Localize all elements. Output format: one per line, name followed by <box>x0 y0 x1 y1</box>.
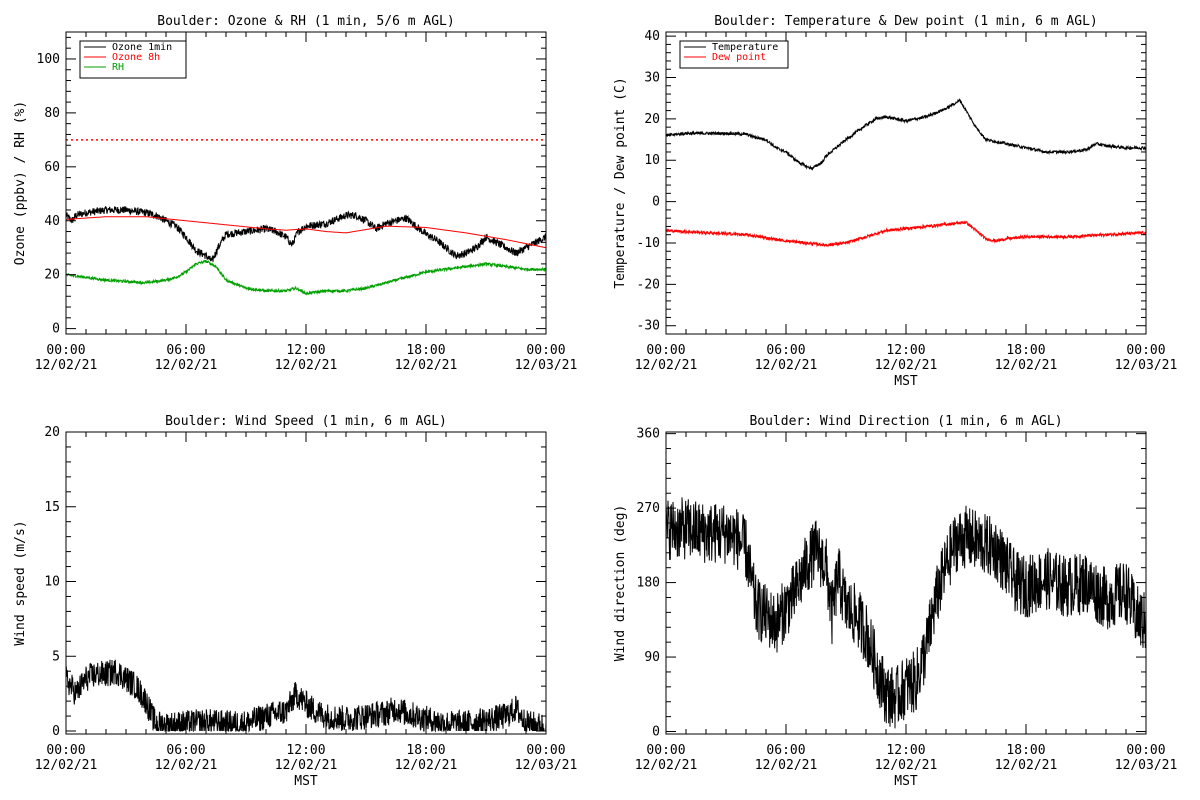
legend-entry: Temperature <box>712 42 778 53</box>
plot-frame <box>665 431 1147 735</box>
y-tick-label: 15 <box>44 500 60 515</box>
x-tick-label-time: 18:00 <box>1006 743 1045 758</box>
x-tick-label-date: 12/02/21 <box>995 758 1058 773</box>
x-tick-label-date: 12/02/21 <box>35 358 98 373</box>
x-tick-label-date: 12/02/21 <box>755 358 818 373</box>
chart-title: Boulder: Wind Direction (1 min, 6 m AGL) <box>749 414 1062 429</box>
x-tick-label-time: 00:00 <box>646 343 685 358</box>
x-tick-label-date: 12/03/21 <box>1115 358 1178 373</box>
x-tick-label-time: 18:00 <box>406 343 445 358</box>
x-tick-label-date: 12/02/21 <box>875 758 938 773</box>
chart-2: Boulder: Temperature & Dew point (1 min,… <box>613 14 1177 389</box>
x-tick-label-time: 00:00 <box>46 343 85 358</box>
y-tick-label: 10 <box>44 575 60 590</box>
x-tick-label-date: 12/02/21 <box>635 358 698 373</box>
y-tick-label: 30 <box>644 71 660 86</box>
series-line-1 <box>65 659 547 733</box>
y-tick-label: 360 <box>637 427 660 442</box>
y-axis-label: Ozone (ppbv) / RH (%) <box>13 101 28 265</box>
x-tick-label-date: 12/02/21 <box>635 758 698 773</box>
series-line-1 <box>665 497 1147 729</box>
y-tick-label: 20 <box>644 112 660 127</box>
x-tick-label-time: 12:00 <box>286 743 325 758</box>
x-tick-label-time: 06:00 <box>766 743 805 758</box>
series-line-2 <box>66 216 547 249</box>
y-tick-label: 40 <box>44 214 60 229</box>
y-tick-label: 0 <box>52 322 60 337</box>
x-tick-label-date: 12/02/21 <box>275 758 338 773</box>
series-line-3 <box>65 259 547 296</box>
x-axis-label: MST <box>894 374 918 389</box>
legend-entry: RH <box>112 62 124 73</box>
series-line-1 <box>665 97 1147 171</box>
x-tick-label-time: 06:00 <box>766 343 805 358</box>
legend-box <box>679 40 789 69</box>
x-tick-label-date: 12/02/21 <box>155 358 218 373</box>
x-tick-label-time: 00:00 <box>646 743 685 758</box>
plot-frame <box>665 31 1147 335</box>
y-tick-label: -10 <box>637 236 660 251</box>
y-tick-label: 0 <box>652 725 660 740</box>
y-tick-label: -30 <box>637 319 660 334</box>
x-tick-label-time: 18:00 <box>1006 343 1045 358</box>
x-tick-label-date: 12/02/21 <box>155 758 218 773</box>
y-tick-label: 90 <box>644 650 660 665</box>
legend-entry: Dew point <box>712 52 766 63</box>
x-tick-label-time: 00:00 <box>46 743 85 758</box>
x-axis-label: MST <box>894 774 918 789</box>
y-tick-label: 60 <box>44 160 60 175</box>
y-tick-label: 270 <box>637 501 660 516</box>
x-tick-label-date: 12/02/21 <box>755 758 818 773</box>
x-tick-label-date: 12/02/21 <box>35 758 98 773</box>
y-tick-label: 20 <box>44 268 60 283</box>
x-tick-label-time: 00:00 <box>1126 743 1165 758</box>
chart-4: Boulder: Wind Direction (1 min, 6 m AGL)… <box>613 414 1177 789</box>
y-axis-label: Wind direction (deg) <box>613 505 628 662</box>
y-tick-label: 5 <box>52 649 60 664</box>
x-axis-label: MST <box>294 774 318 789</box>
x-tick-label-date: 12/03/21 <box>515 358 578 373</box>
y-tick-label: 20 <box>44 425 60 440</box>
y-tick-label: 10 <box>644 153 660 168</box>
x-tick-label-date: 12/02/21 <box>395 758 458 773</box>
y-tick-label: 80 <box>44 106 60 121</box>
x-tick-label-date: 12/02/21 <box>875 358 938 373</box>
y-tick-label: 100 <box>37 52 60 67</box>
x-tick-label-time: 06:00 <box>166 343 205 358</box>
chart-title: Boulder: Temperature & Dew point (1 min,… <box>714 14 1098 29</box>
x-tick-label-date: 12/02/21 <box>995 358 1058 373</box>
y-tick-label: 0 <box>652 195 660 210</box>
legend-entry: Ozone 8h <box>112 52 160 63</box>
chart-3: Boulder: Wind Speed (1 min, 6 m AGL) Wind… <box>13 414 577 789</box>
y-axis-label: Wind speed (m/s) <box>13 520 28 645</box>
chart-title: Boulder: Wind Speed (1 min, 6 m AGL) <box>165 414 447 429</box>
x-tick-label-date: 12/02/21 <box>275 358 338 373</box>
x-tick-label-time: 12:00 <box>886 343 925 358</box>
y-tick-label: 0 <box>52 724 60 739</box>
y-tick-label: 40 <box>644 29 660 44</box>
x-tick-label-time: 18:00 <box>406 743 445 758</box>
x-tick-label-time: 12:00 <box>286 343 325 358</box>
x-tick-label-time: 06:00 <box>166 743 205 758</box>
series-line-2 <box>665 220 1147 248</box>
chart-title: Boulder: Ozone & RH (1 min, 5/6 m AGL) <box>157 14 454 29</box>
y-tick-label: 180 <box>637 576 660 591</box>
x-tick-label-time: 00:00 <box>1126 343 1165 358</box>
x-tick-label-date: 12/03/21 <box>1115 758 1178 773</box>
y-axis-label: Temperature / Dew point (C) <box>613 77 628 288</box>
x-tick-label-time: 12:00 <box>886 743 925 758</box>
legend-entry: Ozone 1min <box>112 42 172 53</box>
x-tick-label-date: 12/02/21 <box>395 358 458 373</box>
x-tick-label-date: 12/03/21 <box>515 758 578 773</box>
series-line-1 <box>65 206 547 262</box>
chart-1: Boulder: Ozone & RH (1 min, 5/6 m AGL) Oz… <box>13 14 577 373</box>
x-tick-label-time: 00:00 <box>526 743 565 758</box>
y-tick-label: -20 <box>637 277 660 292</box>
x-tick-label-time: 00:00 <box>526 343 565 358</box>
